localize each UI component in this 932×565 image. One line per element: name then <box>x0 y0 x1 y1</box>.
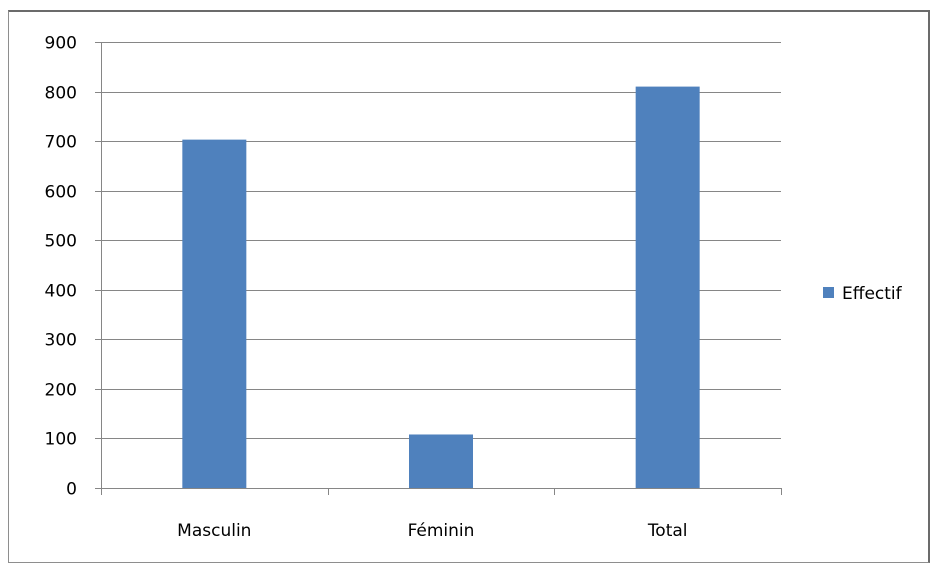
x-category-label: Masculin <box>177 521 251 541</box>
legend: Effectif <box>823 284 903 304</box>
y-tick-label: 200 <box>45 381 77 401</box>
x-category-label: Total <box>647 521 688 541</box>
y-tick-label: 500 <box>45 232 77 252</box>
legend-label: Effectif <box>842 284 903 304</box>
legend-swatch <box>823 287 834 298</box>
y-tick-label: 0 <box>66 480 77 500</box>
y-tick-label: 700 <box>45 133 77 153</box>
y-tick-label: 900 <box>45 34 77 54</box>
bar-masculin <box>182 139 247 488</box>
y-tick-label: 600 <box>45 183 77 203</box>
y-tick-label: 400 <box>45 282 77 302</box>
axes <box>95 42 782 495</box>
bars <box>182 86 700 488</box>
x-category-label: Féminin <box>408 521 475 541</box>
y-axis-tick-labels: 0 100 200 300 400 500 600 700 800 900 <box>45 34 77 500</box>
y-tick-label: 300 <box>45 331 77 351</box>
y-tick-label: 100 <box>45 430 77 450</box>
y-tick-label: 800 <box>45 84 77 104</box>
bar-total <box>635 86 700 488</box>
bar-féminin <box>409 434 473 488</box>
x-axis-category-labels: Masculin Féminin Total <box>177 521 687 541</box>
